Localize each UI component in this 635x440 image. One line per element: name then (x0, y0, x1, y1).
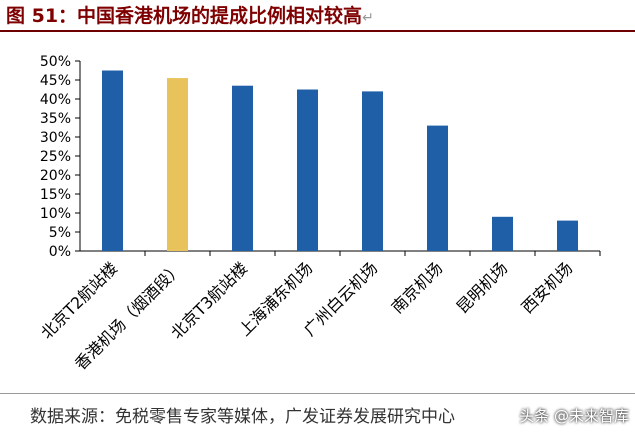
bar-6 (427, 125, 448, 251)
x-category-label: 西安机场 (518, 258, 577, 317)
figure-title-text: 图 51：中国香港机场的提成比例相对较高 (6, 5, 363, 27)
y-tick-label: 45% (40, 73, 71, 89)
bar-chart: 0%5%10%15%20%25%30%35%40%45%50%北京T2航站楼香港… (37, 54, 601, 374)
title-rule (0, 30, 635, 32)
y-tick-label: 30% (40, 130, 71, 146)
y-tick-label: 50% (40, 54, 71, 70)
y-tick-label: 0% (49, 244, 71, 260)
y-tick-label: 20% (40, 168, 71, 184)
watermark: 头条 @未来智库 (519, 407, 629, 425)
x-category-label: 昆明机场 (453, 258, 512, 317)
y-tick-label: 40% (40, 92, 71, 108)
y-tick-label: 25% (40, 149, 71, 165)
y-tick-label: 15% (40, 187, 71, 203)
source-note: 数据来源：免税零售专家等媒体，广发证券发展研究中心 (30, 407, 455, 427)
x-category-label: 香港机场（烟酒段） (71, 258, 186, 373)
bar-5 (362, 91, 383, 252)
footer-rule (0, 393, 635, 394)
bar-1 (102, 70, 123, 251)
figure-title: 图 51：中国香港机场的提成比例相对较高↵ (6, 3, 374, 29)
y-tick-label: 35% (40, 111, 71, 127)
y-tick-label: 10% (40, 206, 71, 222)
return-icon: ↵ (362, 10, 374, 26)
bar-4 (297, 89, 318, 251)
x-category-label: 南京机场 (388, 258, 447, 317)
bar-8 (557, 220, 578, 251)
y-tick-label: 5% (49, 225, 71, 241)
bar-3 (232, 85, 253, 251)
bar-7 (492, 216, 513, 251)
bar-2 (167, 78, 188, 251)
